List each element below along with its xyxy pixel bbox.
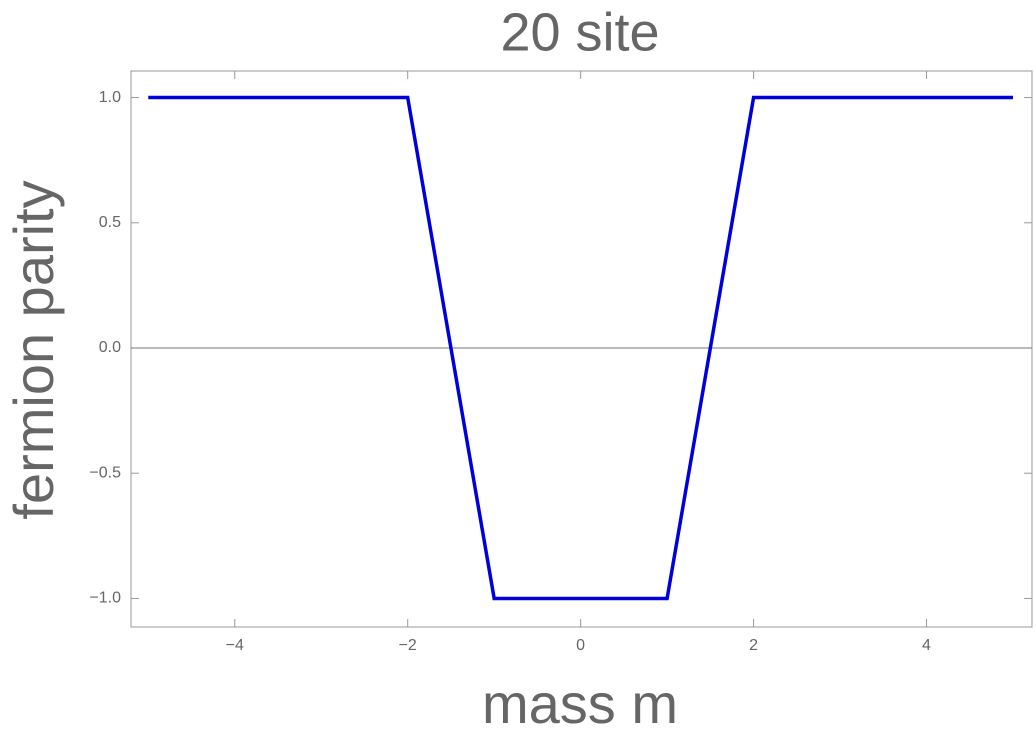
x-tick-label: 2: [749, 637, 758, 654]
y-tick-label: 1.0: [99, 89, 121, 106]
y-tick-label: 0.0: [99, 339, 121, 356]
chart-title: 20 site: [500, 2, 659, 62]
x-tick-label: 0: [576, 637, 585, 654]
y-axis-label: fermion parity: [2, 180, 65, 519]
x-tick-label: −2: [399, 637, 417, 654]
y-tick-label: −1.0: [89, 590, 121, 607]
plot-frame: [130, 70, 1033, 628]
y-tick-label: 0.5: [99, 214, 121, 231]
x-tick-label: −4: [226, 637, 244, 654]
y-tick-label: −0.5: [89, 464, 121, 481]
x-axis-label: mass m: [482, 672, 678, 735]
x-tick-label: 4: [922, 637, 931, 654]
data-line: [148, 95, 1013, 601]
